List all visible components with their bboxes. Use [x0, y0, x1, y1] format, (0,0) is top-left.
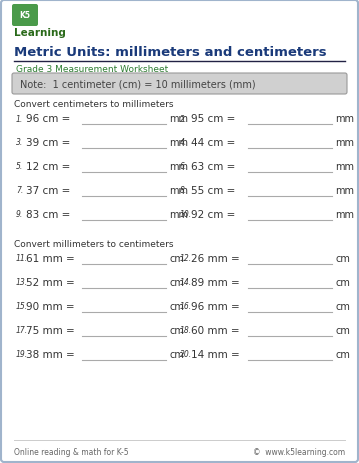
Text: 3.: 3. [16, 138, 23, 147]
FancyBboxPatch shape [12, 74, 347, 95]
Text: 55 cm =: 55 cm = [191, 186, 236, 195]
Text: 10.: 10. [180, 210, 192, 219]
Text: mm: mm [169, 162, 188, 172]
Text: mm: mm [335, 210, 354, 219]
Text: 9.: 9. [16, 210, 23, 219]
Text: 17.: 17. [16, 326, 28, 335]
Text: 4.: 4. [180, 138, 187, 147]
Text: K5: K5 [19, 12, 31, 20]
Text: 96 cm =: 96 cm = [26, 114, 70, 124]
Text: 8.: 8. [180, 186, 187, 195]
Text: 7.: 7. [16, 186, 23, 195]
Text: cm: cm [335, 277, 350, 288]
Text: 11.: 11. [16, 254, 28, 263]
Text: 13.: 13. [16, 278, 28, 287]
Text: ©  www.k5learning.com: © www.k5learning.com [253, 447, 345, 456]
Text: 60 mm =: 60 mm = [191, 325, 239, 335]
Text: 26 mm =: 26 mm = [191, 253, 240, 263]
Text: Convert millimeters to centimeters: Convert millimeters to centimeters [14, 239, 173, 249]
Text: mm: mm [169, 138, 188, 148]
Text: 14.: 14. [180, 278, 192, 287]
Text: Online reading & math for K-5: Online reading & math for K-5 [14, 447, 129, 456]
Text: mm: mm [335, 162, 354, 172]
Text: Convert centimeters to millimeters: Convert centimeters to millimeters [14, 100, 173, 109]
Text: 63 cm =: 63 cm = [191, 162, 236, 172]
Text: 61 mm =: 61 mm = [26, 253, 75, 263]
Text: 92 cm =: 92 cm = [191, 210, 236, 219]
Text: 6.: 6. [180, 162, 187, 171]
Text: 2.: 2. [180, 114, 187, 123]
Text: 38 mm =: 38 mm = [26, 349, 75, 359]
Text: Learning: Learning [14, 28, 66, 38]
Text: 18.: 18. [180, 326, 192, 335]
Text: 12 cm =: 12 cm = [26, 162, 70, 172]
Text: cm: cm [169, 277, 184, 288]
Text: 95 cm =: 95 cm = [191, 114, 236, 124]
Text: cm: cm [335, 253, 350, 263]
Text: mm: mm [335, 186, 354, 195]
Text: 44 cm =: 44 cm = [191, 138, 236, 148]
Text: 12.: 12. [180, 254, 192, 263]
Text: 20.: 20. [180, 350, 192, 359]
Text: cm: cm [335, 349, 350, 359]
Text: cm: cm [335, 301, 350, 311]
Text: 16.: 16. [180, 302, 192, 311]
Text: cm: cm [335, 325, 350, 335]
Text: cm: cm [169, 325, 184, 335]
Text: 83 cm =: 83 cm = [26, 210, 70, 219]
Text: Metric Units: millimeters and centimeters: Metric Units: millimeters and centimeter… [14, 46, 327, 59]
Text: 1.: 1. [16, 114, 23, 123]
Text: 5.: 5. [16, 162, 23, 171]
Text: 15.: 15. [16, 302, 28, 311]
Text: Grade 3 Measurement Worksheet: Grade 3 Measurement Worksheet [16, 65, 168, 74]
Text: 75 mm =: 75 mm = [26, 325, 75, 335]
Text: Note:  1 centimeter (cm) = 10 millimeters (mm): Note: 1 centimeter (cm) = 10 millimeters… [20, 79, 256, 89]
Text: mm: mm [169, 210, 188, 219]
Text: 14 mm =: 14 mm = [191, 349, 240, 359]
Text: 96 mm =: 96 mm = [191, 301, 240, 311]
Text: cm: cm [169, 301, 184, 311]
Text: mm: mm [335, 114, 354, 124]
FancyBboxPatch shape [12, 5, 38, 27]
Text: 39 cm =: 39 cm = [26, 138, 70, 148]
Text: mm: mm [169, 114, 188, 124]
Text: mm: mm [335, 138, 354, 148]
Text: 52 mm =: 52 mm = [26, 277, 75, 288]
Text: 37 cm =: 37 cm = [26, 186, 70, 195]
Text: mm: mm [169, 186, 188, 195]
Text: cm: cm [169, 349, 184, 359]
Text: 90 mm =: 90 mm = [26, 301, 75, 311]
Text: cm: cm [169, 253, 184, 263]
Text: 89 mm =: 89 mm = [191, 277, 240, 288]
Text: 19.: 19. [16, 350, 28, 359]
